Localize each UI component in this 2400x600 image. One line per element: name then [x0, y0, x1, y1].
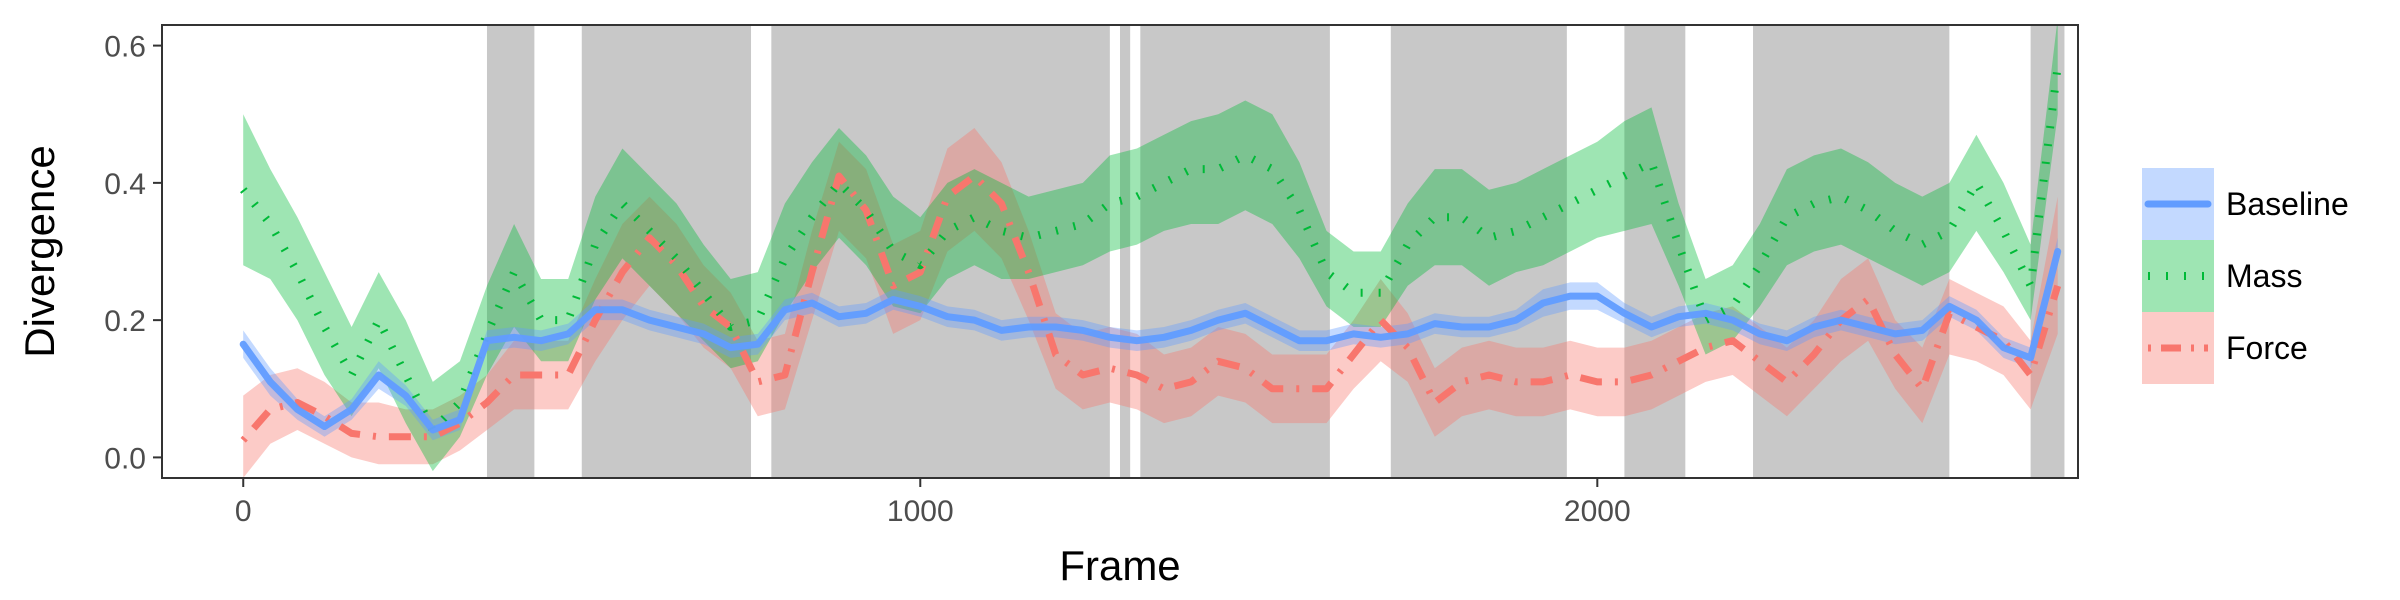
legend: Baseline Mass Force [2142, 168, 2349, 384]
legend-item-force: Force [2142, 312, 2308, 384]
shaded-interval-7 [1624, 25, 1686, 478]
shaded-interval-2 [581, 25, 752, 478]
legend-item-mass: Mass [2142, 240, 2302, 312]
series-lines [239, 65, 2062, 443]
force-ribbon [243, 128, 2058, 478]
legend-item-baseline: Baseline [2142, 168, 2349, 240]
shaded-interval-4 [1120, 25, 1131, 478]
shaded-interval-8 [1753, 25, 1950, 478]
legend-label-baseline: Baseline [2226, 186, 2349, 222]
baseline-line [239, 248, 2062, 434]
y-tick-label: 0.4 [104, 168, 146, 201]
y-tick-label: 0.6 [104, 31, 146, 64]
plot-border [161, 24, 2079, 479]
legend-label-force: Force [2226, 330, 2308, 366]
legend-label-mass: Mass [2226, 258, 2302, 294]
y-tick-label: 0.0 [104, 442, 146, 475]
force-line [240, 172, 2062, 443]
shaded-interval-3 [771, 25, 1110, 478]
y-axis: 0.0 0.2 0.4 0.6 [104, 31, 162, 475]
shaded-intervals [486, 25, 2065, 478]
x-tick-label: 0 [235, 495, 252, 528]
shaded-interval-5 [1140, 25, 1330, 478]
x-tick-label: 1000 [887, 495, 954, 528]
y-tick-label: 0.2 [104, 305, 146, 338]
y-axis-title: Divergence [16, 145, 63, 357]
shaded-interval-1 [486, 25, 535, 478]
x-axis-title: Frame [1059, 542, 1180, 589]
x-tick-label: 2000 [1564, 495, 1631, 528]
x-axis: 0 1000 2000 [235, 478, 1631, 528]
mass-ribbon [243, 25, 2058, 472]
shaded-interval-6 [1390, 25, 1567, 478]
